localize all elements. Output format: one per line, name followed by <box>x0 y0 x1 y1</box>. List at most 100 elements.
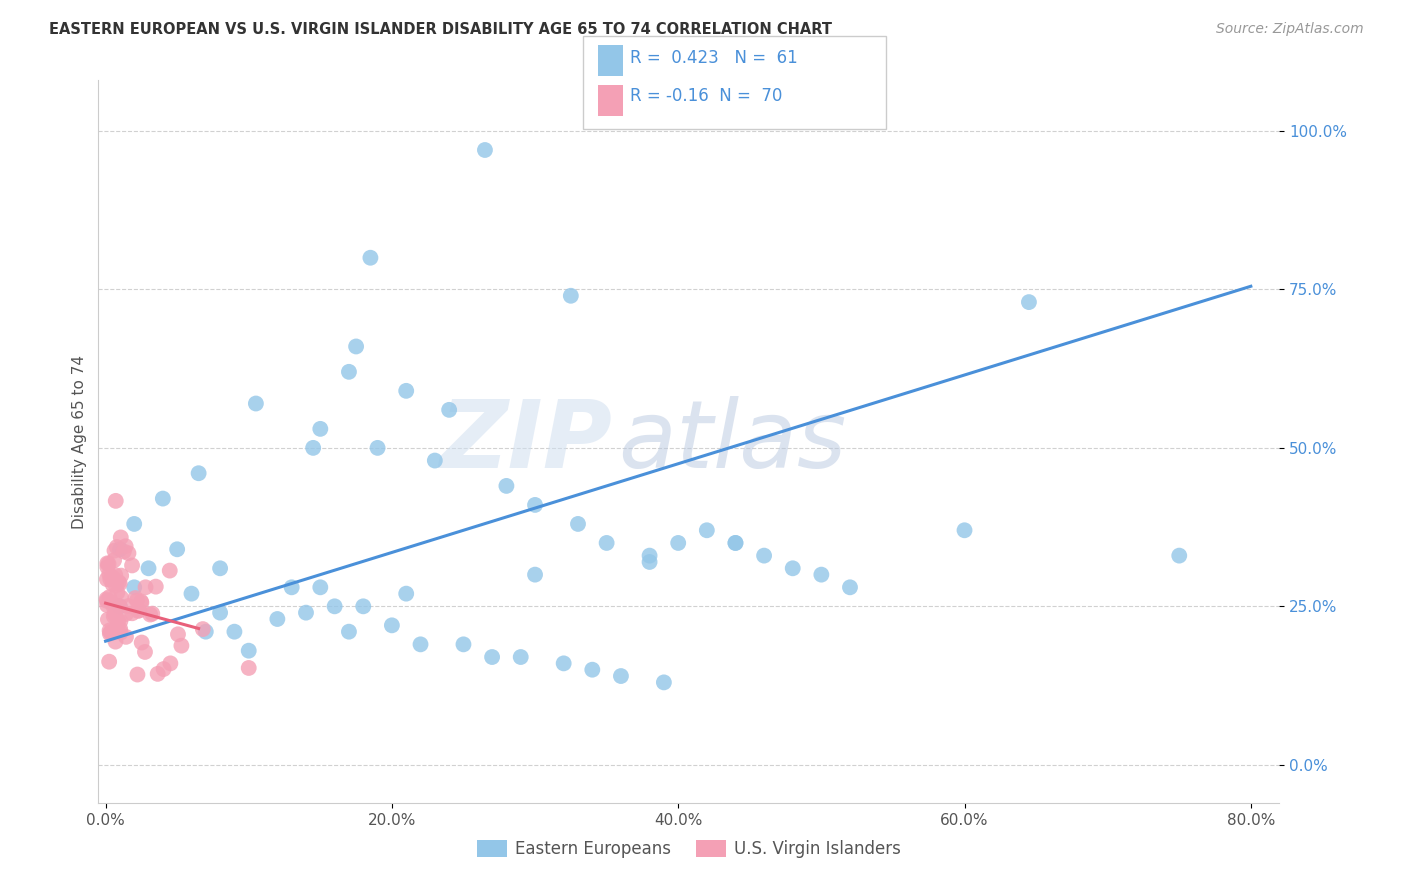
Point <box>560 289 582 303</box>
Point <box>141 607 163 621</box>
Point <box>104 634 127 648</box>
Point <box>96 592 118 607</box>
Point <box>139 607 162 622</box>
Point <box>104 598 127 612</box>
Point <box>104 568 127 582</box>
Point <box>117 546 139 560</box>
Point <box>145 580 167 594</box>
Point <box>131 596 153 610</box>
Point <box>104 578 127 592</box>
Point <box>96 560 118 574</box>
Point <box>495 479 517 493</box>
Point <box>122 580 145 594</box>
Point <box>209 561 232 575</box>
Point <box>103 609 125 624</box>
Point <box>810 567 832 582</box>
Point <box>170 639 193 653</box>
Point <box>337 365 360 379</box>
Point <box>98 624 121 638</box>
Point <box>238 661 260 675</box>
Point <box>409 637 432 651</box>
Point <box>553 657 575 671</box>
Point <box>352 599 374 614</box>
Point <box>323 599 346 614</box>
Point <box>117 599 139 613</box>
Point <box>524 498 547 512</box>
Point <box>395 384 418 398</box>
Point <box>696 523 718 537</box>
Point <box>752 549 775 563</box>
Point <box>595 536 617 550</box>
Point <box>108 599 131 614</box>
Point <box>96 572 118 586</box>
Point <box>103 543 125 558</box>
Point <box>100 625 122 640</box>
Point <box>131 635 153 649</box>
Point <box>105 540 128 554</box>
Point <box>367 441 389 455</box>
Text: R = -0.16  N =  70: R = -0.16 N = 70 <box>630 87 782 104</box>
Point <box>666 536 689 550</box>
Point <box>97 613 120 627</box>
Point <box>104 607 127 622</box>
Point <box>110 615 132 629</box>
Point <box>395 587 418 601</box>
Point <box>953 523 976 537</box>
Point <box>105 620 128 634</box>
Y-axis label: Disability Age 65 to 74: Disability Age 65 to 74 <box>72 354 87 529</box>
Point <box>167 627 190 641</box>
Point <box>724 536 747 550</box>
Point <box>98 655 121 669</box>
Point <box>138 561 160 575</box>
Point <box>839 580 862 594</box>
Point <box>381 618 404 632</box>
Point <box>105 585 128 599</box>
Point <box>481 650 503 665</box>
Point <box>110 625 132 640</box>
Point <box>194 624 217 639</box>
Point <box>122 516 145 531</box>
Point <box>344 339 367 353</box>
Point <box>652 675 675 690</box>
Point <box>295 606 318 620</box>
Point <box>359 251 381 265</box>
Point <box>152 491 174 506</box>
Point <box>135 580 157 594</box>
Point <box>474 143 496 157</box>
Point <box>121 558 143 573</box>
Point <box>245 396 267 410</box>
Point <box>610 669 633 683</box>
Point <box>509 650 531 665</box>
Point <box>309 580 332 594</box>
Point <box>180 587 202 601</box>
Point <box>115 630 138 644</box>
Point <box>114 539 136 553</box>
Point <box>101 577 124 591</box>
Point <box>1018 295 1040 310</box>
Point <box>115 607 138 621</box>
Point <box>107 575 129 590</box>
Point <box>453 637 475 651</box>
Legend: Eastern Europeans, U.S. Virgin Islanders: Eastern Europeans, U.S. Virgin Islanders <box>471 835 907 863</box>
Point <box>266 612 288 626</box>
Point <box>524 567 547 582</box>
Point <box>166 542 188 557</box>
Point <box>309 422 332 436</box>
Point <box>96 594 118 608</box>
Point <box>124 591 146 605</box>
Point <box>238 643 260 657</box>
Point <box>224 624 246 639</box>
Point <box>103 553 125 567</box>
Point <box>152 662 174 676</box>
Point <box>127 604 149 618</box>
Point <box>101 625 124 640</box>
Point <box>159 564 181 578</box>
Point <box>187 467 209 481</box>
Point <box>107 614 129 628</box>
Point <box>638 549 661 563</box>
Point <box>146 666 169 681</box>
Point <box>98 626 121 640</box>
Point <box>1168 549 1191 563</box>
Point <box>98 590 121 604</box>
Point <box>108 599 131 614</box>
